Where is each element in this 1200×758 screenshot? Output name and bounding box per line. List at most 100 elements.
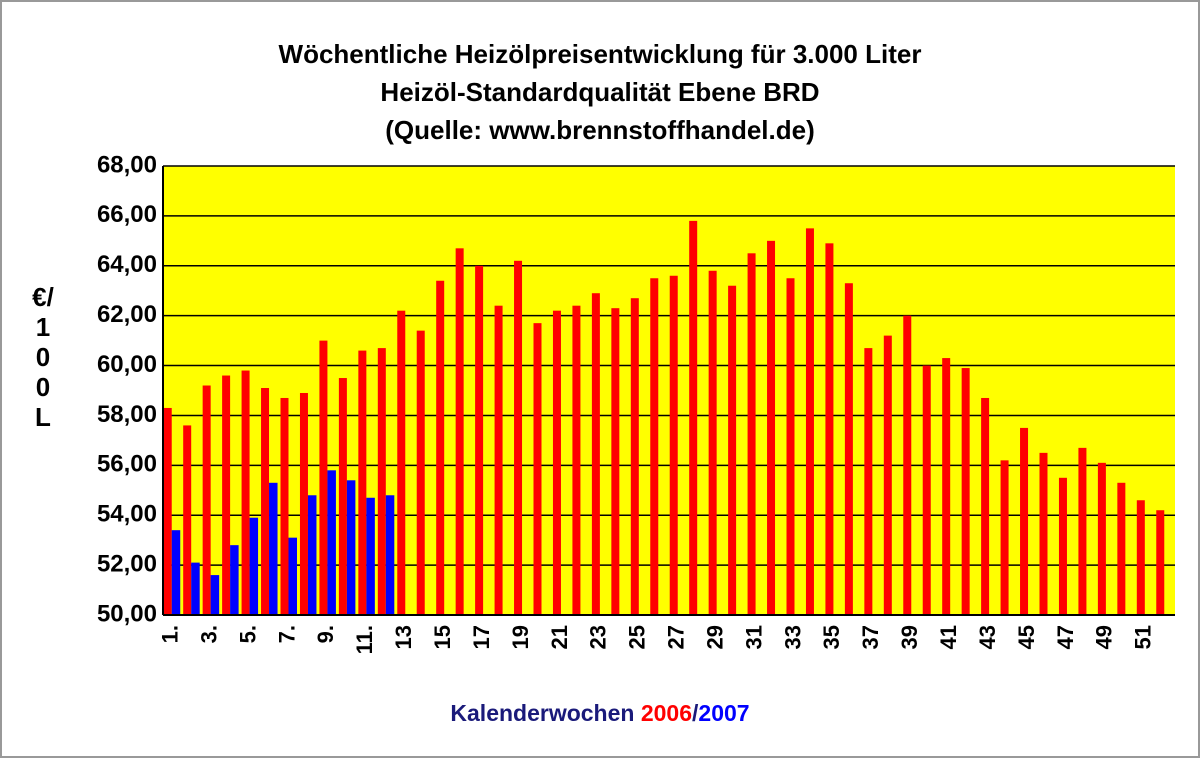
bar [572, 305, 581, 615]
bar [358, 350, 367, 615]
bar [883, 335, 892, 615]
y-tick-label: 56,00 [97, 451, 157, 478]
bar [436, 280, 445, 615]
y-tick-label: 52,00 [97, 550, 157, 577]
bar [767, 240, 776, 616]
bar [533, 323, 542, 615]
bar [903, 315, 912, 615]
y-tick-label: 58,00 [97, 401, 157, 428]
x-tick-label: 15 [430, 625, 455, 649]
x-tick-label: 45 [1014, 625, 1039, 649]
chart-title: Wöchentliche Heizölpreisentwicklung für … [279, 39, 922, 69]
x-tick-label: 27 [664, 625, 689, 649]
bar [942, 358, 951, 615]
bar [864, 348, 873, 615]
y-tick-label: 54,00 [97, 501, 157, 528]
bar [591, 293, 600, 615]
bar [805, 228, 814, 615]
bar [1097, 462, 1106, 615]
bar [210, 575, 220, 615]
x-tick-label: 19 [508, 625, 533, 649]
bar [261, 388, 270, 615]
bar [825, 243, 834, 616]
bar [171, 530, 181, 615]
bar [230, 545, 239, 615]
bar [611, 308, 620, 615]
x-tick-label: 39 [897, 625, 922, 649]
bar [319, 340, 328, 615]
bar [299, 392, 308, 615]
bar [307, 495, 317, 615]
x-tick-label: 1. [158, 625, 183, 643]
bar [377, 348, 386, 615]
bar [708, 270, 717, 615]
x-tick-label: 5. [235, 625, 260, 643]
bar [280, 397, 289, 615]
bar [269, 482, 278, 615]
x-tick-label: 7. [274, 625, 299, 643]
y-tick-label: 62,00 [97, 301, 157, 328]
x-tick-label: 37 [858, 625, 883, 649]
y-tick-label: 66,00 [97, 201, 157, 228]
x-tick-label: 3. [196, 625, 221, 643]
x-tick-label: 13 [391, 625, 416, 649]
bar [1078, 447, 1087, 615]
bar [222, 375, 231, 615]
bar [346, 480, 356, 615]
y-tick-label: 68,00 [97, 151, 157, 178]
bar [1000, 460, 1009, 615]
x-tick-label: 29 [702, 625, 727, 649]
x-tick-label: 25 [625, 625, 650, 649]
x-tick-label: 17 [469, 625, 494, 649]
x-tick-label: 11. [352, 625, 377, 654]
bar [844, 283, 853, 615]
y-axis-label: €/100L [32, 282, 54, 432]
bar [1156, 510, 1165, 615]
bar [241, 370, 250, 615]
x-tick-label: 49 [1092, 625, 1117, 649]
legend-entry: 2007 [698, 700, 750, 726]
x-tick-label: 23 [586, 625, 611, 649]
y-tick-label: 50,00 [97, 600, 157, 627]
bar [514, 260, 523, 615]
bar [689, 220, 698, 615]
bar [249, 517, 259, 615]
bar [669, 275, 678, 615]
x-axis-label: Kalenderwochen 2006/2007 [0, 700, 1200, 727]
x-label-text: Kalenderwochen [450, 700, 635, 726]
bar [385, 495, 395, 615]
bar [416, 330, 425, 615]
bar [494, 305, 503, 615]
bar [163, 407, 172, 615]
bar [338, 378, 347, 615]
bar [1039, 452, 1048, 615]
x-tick-label: 43 [975, 625, 1000, 649]
chart-title: Heizöl-Standardqualität Ebene BRD [380, 77, 819, 107]
x-tick-label: 35 [819, 625, 844, 649]
bar [397, 310, 406, 615]
x-tick-label: 47 [1053, 625, 1078, 649]
bar [475, 265, 484, 615]
chart-title: (Quelle: www.brennstoffhandel.de) [385, 115, 815, 145]
bar [630, 298, 639, 615]
y-tick-label: 64,00 [97, 251, 157, 278]
bar [1058, 477, 1067, 615]
bar [961, 368, 970, 615]
bar [922, 365, 931, 615]
bar [981, 397, 990, 615]
bar [747, 253, 756, 616]
x-tick-label: 41 [936, 625, 961, 649]
bar [288, 537, 297, 615]
x-tick-label: 21 [547, 625, 572, 649]
bar [1136, 500, 1145, 615]
x-tick-label: 31 [741, 625, 766, 649]
legend-separator: / [692, 700, 699, 726]
bar [650, 278, 659, 615]
bar [1020, 427, 1029, 615]
bar [455, 248, 464, 616]
bar [786, 278, 795, 615]
legend-entry: 2006 [640, 700, 693, 726]
bar [1117, 482, 1126, 615]
